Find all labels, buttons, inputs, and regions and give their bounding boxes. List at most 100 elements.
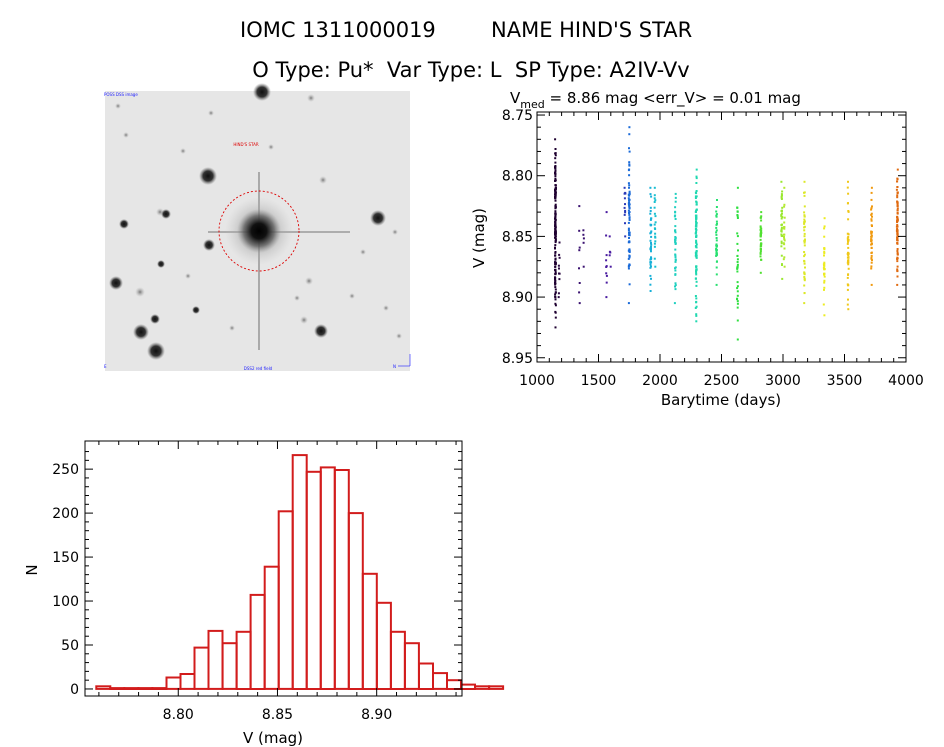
- lc-point: [554, 233, 556, 236]
- lc-point: [554, 286, 557, 289]
- lc-point: [803, 232, 806, 235]
- lc-point: [896, 216, 899, 219]
- lc-point: [803, 272, 806, 275]
- lc-point: [695, 201, 698, 204]
- lc-point: [715, 226, 718, 229]
- lc-point: [736, 300, 739, 303]
- lc-point: [870, 283, 873, 286]
- lc-point: [695, 175, 698, 178]
- lc-point: [896, 265, 899, 268]
- lc-point: [558, 272, 561, 275]
- star: [115, 103, 121, 109]
- lc-point: [783, 205, 786, 208]
- hist-bars: [95, 454, 505, 691]
- lc-point: [803, 180, 806, 183]
- lc-xtick-label: 3000: [765, 373, 801, 389]
- lc-point: [896, 253, 899, 256]
- lc-point: [582, 241, 585, 244]
- lc-point: [695, 168, 698, 171]
- finder-stars: [109, 83, 402, 360]
- lc-point: [654, 215, 657, 218]
- lc-point: [870, 191, 873, 194]
- lc-point: [674, 267, 676, 270]
- lc-point: [623, 186, 626, 189]
- lc-point: [650, 230, 653, 233]
- lc-point: [628, 202, 630, 205]
- star: [150, 314, 160, 324]
- lc-point: [695, 273, 698, 276]
- lc-point: [649, 218, 652, 221]
- lc-point: [674, 229, 677, 232]
- lc-point: [736, 235, 739, 238]
- lc-point: [803, 211, 806, 214]
- lc-point: [608, 235, 611, 238]
- lc-point: [628, 190, 631, 193]
- lc-point: [653, 245, 656, 248]
- star: [208, 110, 214, 116]
- star: [192, 306, 200, 314]
- lc-point: [695, 270, 697, 273]
- lc-point: [649, 258, 652, 261]
- lc-xtick-label: 2000: [642, 373, 678, 389]
- lc-ytick-label: 8.95: [502, 351, 533, 367]
- lc-point: [653, 201, 656, 203]
- lc-point: [847, 308, 850, 311]
- lc-axes: 1000 1500 2000 2500 3000 3500 4000 8.75 8.80 8.85…: [502, 108, 924, 389]
- lc-point: [694, 197, 697, 199]
- star: [349, 293, 355, 299]
- lc-point: [896, 270, 899, 273]
- lc-point: [781, 194, 783, 197]
- lc-xlabel: Barytime (days): [661, 391, 781, 409]
- lc-point: [695, 265, 698, 268]
- star: [360, 249, 366, 255]
- hist-bar: [474, 685, 491, 690]
- lc-point: [760, 219, 763, 222]
- lc-point: [554, 265, 557, 268]
- lc-point: [736, 267, 739, 270]
- lc-point: [695, 221, 698, 224]
- lc-point: [803, 302, 806, 305]
- lc-point: [715, 223, 718, 226]
- lc-point: [674, 218, 677, 220]
- lc-point: [870, 218, 873, 221]
- header-types: O Type: Pu* Var Type: L SP Type: A2IV-Vv: [252, 58, 689, 82]
- target-core: [237, 209, 281, 253]
- lc-ytick-label: 8.75: [502, 108, 533, 124]
- lc-point: [628, 133, 631, 136]
- lc-point: [608, 250, 611, 253]
- lc-point: [847, 298, 849, 301]
- lc-point: [780, 195, 783, 198]
- lc-point: [847, 246, 850, 249]
- lc-point: [674, 284, 677, 287]
- lc-point: [870, 234, 873, 237]
- lc-point: [715, 239, 718, 242]
- lc-point: [578, 291, 581, 294]
- lc-point: [846, 261, 849, 264]
- lc-point: [653, 257, 656, 260]
- lc-point: [674, 210, 677, 213]
- lc-point: [870, 254, 873, 257]
- lc-point: [653, 206, 656, 209]
- lc-point: [554, 177, 557, 180]
- lc-series: [895, 168, 899, 286]
- lc-point: [628, 231, 631, 234]
- lc-point: [674, 237, 677, 239]
- lc-point: [846, 242, 849, 245]
- lc-point: [627, 209, 630, 212]
- lc-point: [783, 221, 786, 224]
- lc-point: [628, 264, 630, 267]
- lc-point: [896, 186, 899, 188]
- lc-point: [759, 235, 762, 238]
- lc-series: [608, 235, 612, 268]
- lc-point: [870, 239, 873, 242]
- light-curve: Vmed = 8.86 mag <err_V> = 0.01 mag 1000 1…: [470, 89, 924, 409]
- hist-bar: [221, 642, 238, 690]
- lc-point: [715, 248, 718, 251]
- lc-point: [554, 138, 557, 141]
- lc-point: [780, 223, 783, 226]
- lc-point: [654, 221, 657, 224]
- lc-point: [554, 179, 557, 182]
- lc-point: [783, 233, 786, 236]
- lc-point: [780, 193, 783, 196]
